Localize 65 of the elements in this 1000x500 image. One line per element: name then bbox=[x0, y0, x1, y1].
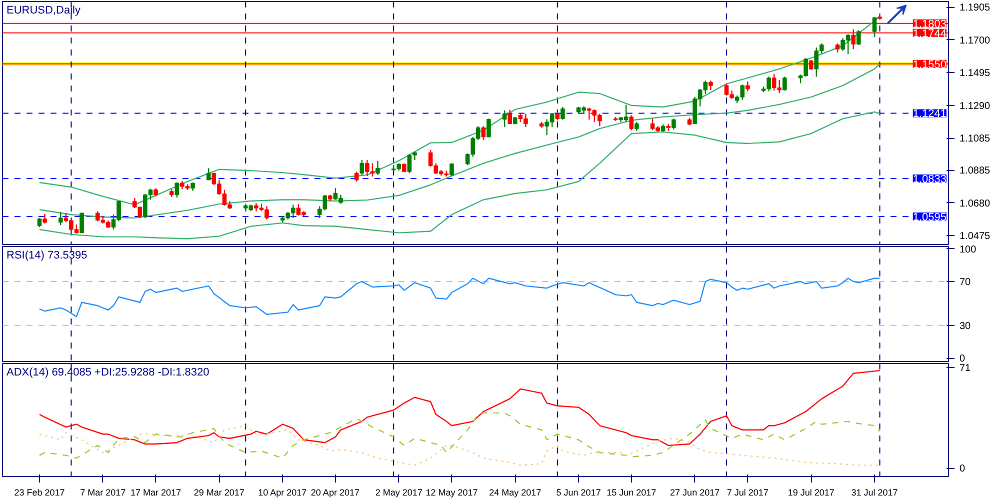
line-series bbox=[38, 63, 880, 219]
y-tick-label: 1.0475 bbox=[960, 231, 991, 242]
x-tick-label: 10 Apr 2017 bbox=[258, 488, 307, 498]
candlestick bbox=[486, 118, 491, 138]
ref-line-label: 1.1550 bbox=[912, 58, 947, 71]
candlestick bbox=[481, 126, 486, 141]
x-tick-label: 29 Mar 2017 bbox=[194, 488, 244, 498]
candlestick bbox=[37, 217, 42, 228]
x-tick-label: 7 Jul 2017 bbox=[726, 488, 768, 498]
y-tick-label: 0 bbox=[960, 354, 966, 365]
candlestick bbox=[708, 80, 713, 91]
candlestick bbox=[782, 76, 787, 92]
ref-line-label: 1.1744 bbox=[912, 28, 947, 40]
x-tick-label: 15 Jun 2017 bbox=[606, 488, 656, 498]
candlestick bbox=[376, 160, 380, 176]
candlestick bbox=[629, 114, 634, 131]
ref-line-label: 1.1241 bbox=[912, 108, 947, 120]
y-tick-label: 1.1700 bbox=[960, 35, 991, 46]
line-series bbox=[38, 111, 880, 240]
x-tick-label: 31 Jul 2017 bbox=[851, 488, 898, 498]
x-tick-label: 7 Mar 2017 bbox=[80, 488, 126, 498]
y-tick-label: 100 bbox=[960, 244, 977, 256]
candlestick bbox=[58, 211, 63, 226]
y-tick-label: 1.1495 bbox=[960, 68, 991, 80]
ref-line-label: 1.0595 bbox=[912, 212, 947, 224]
candlestick bbox=[450, 162, 454, 177]
candlestick bbox=[42, 213, 47, 224]
candlestick bbox=[746, 80, 750, 92]
candlestick bbox=[502, 110, 507, 128]
candlestick bbox=[560, 106, 565, 120]
candlestick bbox=[354, 171, 359, 182]
x-tick-label: 17 Mar 2017 bbox=[130, 488, 182, 498]
chart-title: EURUSD,Daily bbox=[6, 4, 81, 16]
y-tick-label: 1.1905 bbox=[960, 2, 991, 14]
candlestick bbox=[508, 109, 512, 125]
y-tick-label: 70 bbox=[960, 277, 972, 288]
candlestick bbox=[872, 16, 877, 38]
x-tick-label: 19 Jul 2017 bbox=[788, 488, 834, 498]
line-series bbox=[38, 278, 880, 318]
y-tick-label: 1.1290 bbox=[960, 100, 991, 112]
y-tick-label: 1.1085 bbox=[960, 134, 991, 145]
x-tick-label: 27 Jun 2017 bbox=[670, 488, 720, 498]
x-tick-label: 24 May 2017 bbox=[489, 488, 542, 498]
x-tick-label: 12 May 2017 bbox=[426, 488, 478, 498]
candlestick bbox=[856, 30, 861, 46]
candlestick bbox=[80, 212, 84, 234]
candlestick bbox=[672, 118, 676, 130]
ref-line-label: 1.0833 bbox=[912, 173, 947, 186]
x-tick-label: 2 May 2017 bbox=[375, 488, 422, 498]
y-tick-label: 1.0680 bbox=[960, 198, 991, 210]
x-tick-label: 5 Jun 2017 bbox=[556, 488, 601, 498]
ref-line-label: 1.1803 bbox=[912, 18, 947, 30]
y-tick-label: 30 bbox=[960, 320, 972, 332]
x-tick-label: 23 Feb 2017 bbox=[14, 488, 65, 498]
y-tick-label: 1.0885 bbox=[960, 166, 991, 177]
candlestick bbox=[206, 168, 211, 181]
line-series bbox=[38, 425, 880, 466]
candlestick bbox=[360, 159, 364, 176]
chart-title: ADX(14) 69.4085 +DI:25.9288 -DI:1.8320 bbox=[6, 366, 210, 378]
x-tick-label: 20 Apr 2017 bbox=[310, 488, 360, 498]
line-series bbox=[38, 412, 880, 459]
y-tick-label: 0 bbox=[960, 464, 966, 475]
candlestick bbox=[174, 182, 180, 198]
chart-title: RSI(14) 73.5395 bbox=[6, 250, 88, 262]
y-tick-label: 71 bbox=[960, 363, 972, 374]
